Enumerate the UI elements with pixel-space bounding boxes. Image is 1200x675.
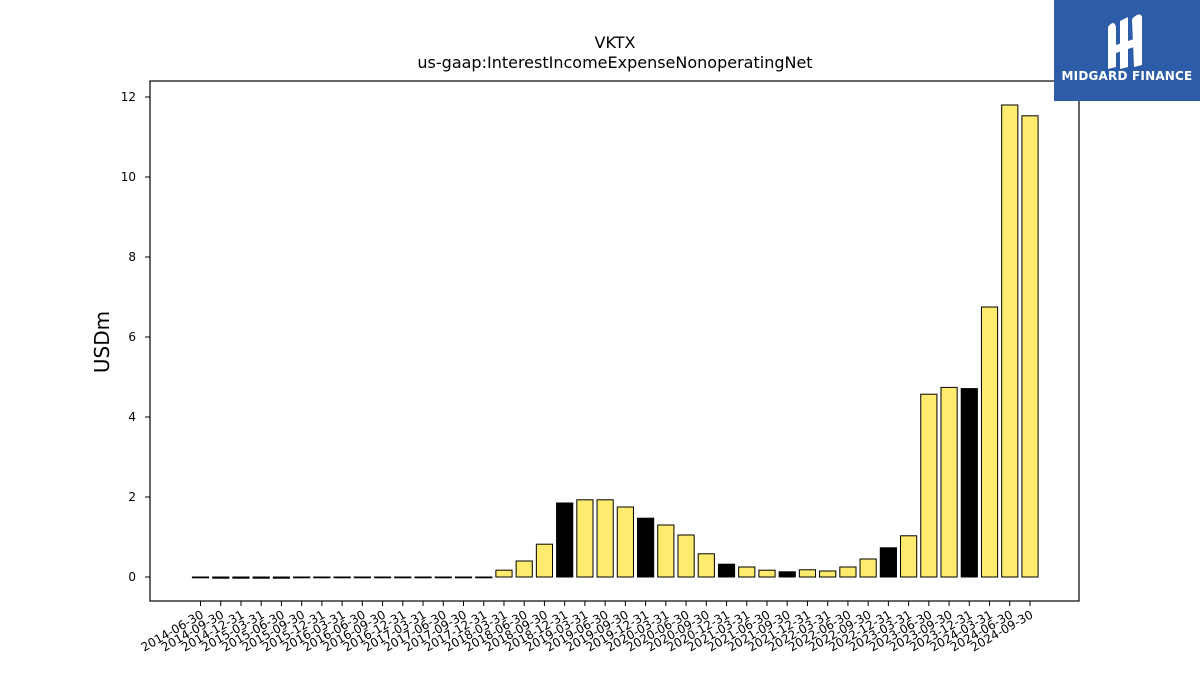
- bar: [920, 393, 938, 578]
- bar: [434, 576, 452, 579]
- bar: [576, 499, 594, 578]
- bar: [191, 576, 210, 579]
- bar: [940, 386, 958, 578]
- bar: [353, 576, 371, 579]
- bar: [980, 306, 999, 578]
- chart-subtitle: us-gaap:InterestIncomeExpenseNonoperatin…: [417, 53, 812, 72]
- bar: [637, 517, 655, 578]
- bar: [1001, 104, 1019, 578]
- y-tick-label: 0: [128, 570, 136, 584]
- bar: [717, 563, 736, 578]
- bar: [475, 576, 493, 579]
- bar: [960, 388, 978, 578]
- bar: [1021, 115, 1039, 578]
- bar-series: [191, 104, 1039, 579]
- bar: [252, 576, 270, 579]
- bar: [657, 524, 675, 578]
- bar: [677, 534, 695, 578]
- chart-title: VKTX: [595, 33, 636, 52]
- y-tick-label: 8: [128, 250, 136, 264]
- bar: [758, 569, 776, 578]
- bar: [900, 535, 918, 578]
- bar: [839, 566, 857, 578]
- bar: [879, 547, 897, 578]
- y-tick-label: 6: [128, 330, 136, 344]
- bar: [778, 571, 796, 578]
- bar: [313, 576, 331, 579]
- bar: [414, 576, 432, 579]
- bar: [697, 553, 715, 578]
- plot-frame: [149, 80, 1080, 602]
- bar: [515, 560, 533, 578]
- bar: [535, 543, 554, 578]
- y-tick-label: 4: [128, 410, 136, 424]
- logo-text: MIDGARD FINANCE: [1061, 69, 1193, 83]
- bar: [373, 576, 392, 579]
- y-tick-label: 2: [128, 490, 136, 504]
- logo-mark-icon: [1108, 14, 1142, 69]
- bar: [333, 576, 351, 579]
- bar: [495, 569, 513, 578]
- midgard-finance-logo: MIDGARD FINANCE: [1054, 0, 1200, 101]
- bar: [272, 576, 291, 579]
- bar: [819, 570, 837, 578]
- bar: [394, 576, 412, 579]
- bar: [232, 576, 250, 579]
- bar: [616, 506, 634, 578]
- y-axis: 0 2 4 6 8 10 12: [121, 90, 150, 584]
- bar: [293, 576, 311, 579]
- bar: [596, 499, 614, 578]
- bar: [798, 569, 817, 578]
- bar: [859, 558, 877, 578]
- y-tick-label: 12: [121, 90, 136, 104]
- bar: [454, 576, 473, 579]
- bar: [556, 502, 574, 578]
- bar: [212, 576, 230, 579]
- y-axis-label: USDm: [90, 311, 114, 373]
- x-axis: 2014-06-302014-09-302014-12-312015-03-31…: [139, 601, 1036, 654]
- y-tick-label: 10: [121, 170, 136, 184]
- bar: [738, 566, 756, 578]
